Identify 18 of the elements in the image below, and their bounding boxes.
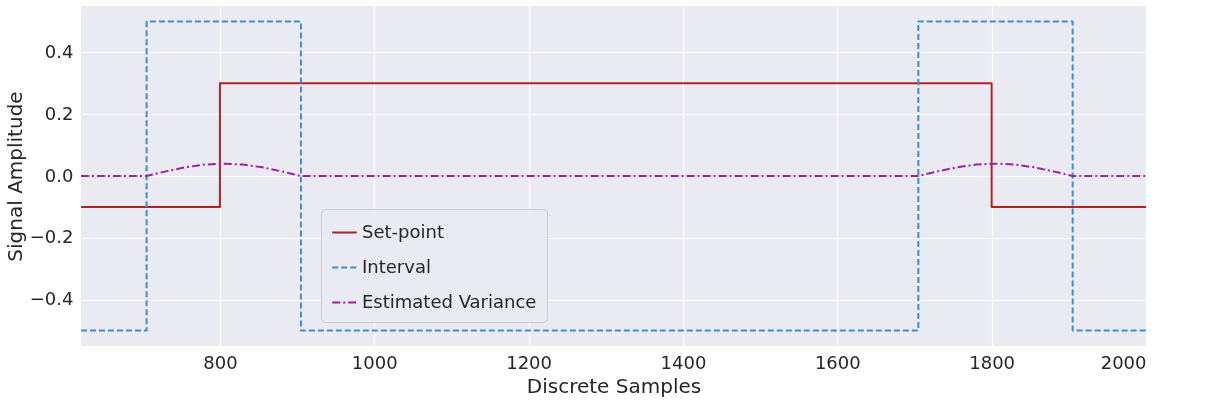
x-tick-label: 1800 bbox=[969, 351, 1016, 373]
line-series bbox=[80, 162, 1147, 177]
y-tick-label: 0.4 bbox=[44, 40, 74, 62]
x-axis-title: Discrete Samples bbox=[526, 373, 702, 398]
y-tick-label: −0.4 bbox=[29, 288, 74, 310]
x-tick-label: 800 bbox=[203, 351, 238, 373]
y-tick-label: −0.2 bbox=[29, 226, 74, 248]
x-tick-label: 1000 bbox=[351, 351, 398, 373]
x-tick-label: 2000 bbox=[1100, 351, 1147, 373]
y-tick-label: 0.2 bbox=[44, 102, 74, 124]
legend-label: Set-point bbox=[362, 220, 444, 242]
x-tick-label: 1400 bbox=[660, 351, 707, 373]
legend-label: Interval bbox=[362, 255, 431, 277]
y-axis-title: Signal Amplitude bbox=[2, 91, 27, 262]
legend-label: Estimated Variance bbox=[362, 290, 537, 312]
y-tick-label: 0.0 bbox=[44, 164, 74, 186]
x-tick-label: 1200 bbox=[506, 351, 553, 373]
x-tick-label: 1600 bbox=[814, 351, 861, 373]
